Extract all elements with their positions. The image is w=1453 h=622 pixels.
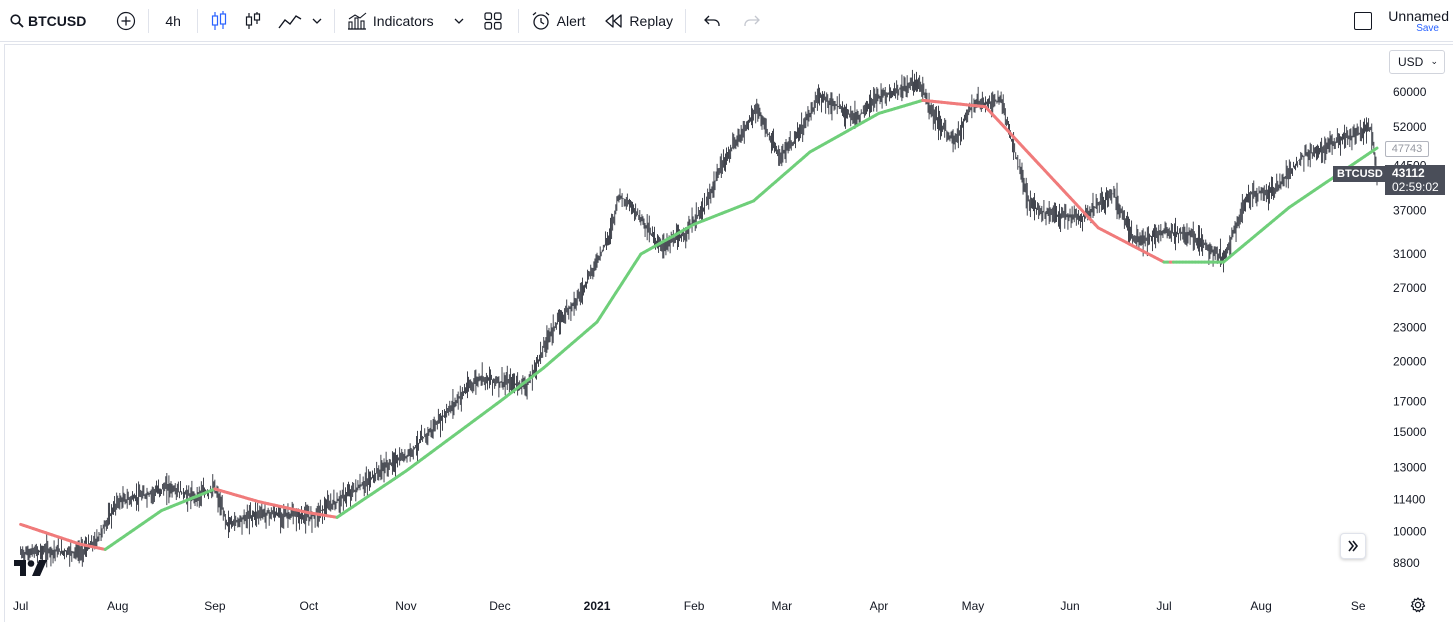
- layout-name-area: Unnamed Save: [1354, 0, 1453, 42]
- interval-label: 4h: [165, 12, 181, 29]
- price-axis-label: 11400: [1393, 492, 1426, 506]
- time-axis-label: Oct: [300, 599, 319, 613]
- layout-name-label: Unnamed: [1388, 7, 1449, 24]
- time-axis-label: Jul: [1156, 599, 1171, 613]
- time-axis-label: Jun: [1060, 599, 1079, 613]
- toolbar-divider: [517, 8, 519, 33]
- time-axis-label: Sep: [204, 599, 226, 613]
- toolbar-divider: [196, 8, 198, 33]
- templates-button[interactable]: [472, 0, 514, 42]
- price-axis-label: 15000: [1393, 425, 1427, 439]
- price-axis-label: 60000: [1393, 85, 1427, 99]
- time-axis-label: Feb: [684, 599, 705, 613]
- scroll-to-realtime-button[interactable]: [1340, 533, 1366, 559]
- interval-button[interactable]: 4h: [153, 0, 193, 42]
- bars-icon: [245, 11, 261, 29]
- time-axis-label: 2021: [584, 599, 611, 613]
- fullscreen-checkbox[interactable]: [1354, 12, 1373, 30]
- line-chart-icon: [278, 14, 302, 28]
- chevron-down-icon: [312, 18, 322, 24]
- time-axis-label: Se: [1351, 599, 1366, 613]
- grid-icon: [484, 11, 502, 30]
- ma-value-label: 47743: [1385, 141, 1429, 157]
- time-axis-label: Aug: [107, 599, 128, 613]
- price-axis-label: 20000: [1393, 355, 1427, 369]
- undo-button[interactable]: [690, 0, 734, 42]
- alert-button[interactable]: Alert: [523, 0, 594, 42]
- currency-label: USD: [1398, 55, 1424, 69]
- price-axis-label: 23000: [1393, 320, 1427, 334]
- time-axis-label: Dec: [489, 599, 510, 613]
- time-axis-label: Aug: [1250, 599, 1271, 613]
- redo-icon: [744, 15, 760, 26]
- symbol-label: BTCUSD: [28, 12, 87, 29]
- chevron-down-icon: [454, 18, 464, 24]
- gear-icon[interactable]: [1410, 597, 1426, 613]
- time-axis-label: Nov: [395, 599, 416, 613]
- price-axis-label: 17000: [1393, 394, 1427, 408]
- indicators-button[interactable]: Indicators: [339, 0, 472, 42]
- last-price-tag: 43112 02:59:02: [1385, 165, 1445, 195]
- bars-chart-type-button[interactable]: [236, 0, 270, 42]
- toolbar-divider: [333, 8, 335, 33]
- price-axis-label: 31000: [1393, 247, 1427, 261]
- undo-icon: [704, 15, 720, 26]
- price-axis-label: 37000: [1393, 204, 1427, 218]
- last-price: 43112: [1392, 166, 1425, 180]
- search-icon: [10, 13, 24, 28]
- price-chart[interactable]: 6000052000445003700031000270002300020000…: [5, 45, 1453, 622]
- redo-button[interactable]: [734, 0, 770, 42]
- chevron-down-icon: ⌄: [1430, 56, 1438, 66]
- compare-symbol-button[interactable]: [108, 0, 144, 42]
- plus-circle-icon: [117, 11, 136, 30]
- time-axis-label: Apr: [870, 599, 889, 613]
- top-toolbar: BTCUSD 4h Indicators Alert Replay: [0, 0, 1453, 42]
- bar-countdown: 02:59:02: [1392, 180, 1439, 194]
- time-axis-label: May: [962, 599, 985, 613]
- price-axis-label: 8800: [1393, 556, 1420, 570]
- replay-label: Replay: [629, 12, 674, 29]
- tradingview-logo[interactable]: [14, 560, 48, 576]
- layout-name-button[interactable]: Unnamed Save: [1388, 7, 1453, 34]
- price-axis-label: 13000: [1393, 460, 1427, 474]
- double-chevron-right-icon: [1348, 540, 1359, 552]
- alert-label: Alert: [556, 12, 586, 29]
- price-axis-label: 27000: [1393, 281, 1427, 295]
- alarm-clock-icon: [532, 11, 550, 30]
- currency-select[interactable]: USD ⌄: [1389, 50, 1445, 74]
- chart-pane[interactable]: 6000052000445003700031000270002300020000…: [4, 44, 1453, 622]
- price-axis-label: 10000: [1393, 525, 1427, 539]
- candles-icon: [211, 10, 227, 30]
- time-axis-label: Mar: [772, 599, 793, 613]
- indicators-label: Indicators: [372, 12, 434, 29]
- line-chart-type-button[interactable]: [270, 0, 330, 42]
- candles-chart-type-button[interactable]: [202, 0, 236, 42]
- price-axis-label: 52000: [1393, 120, 1427, 134]
- toolbar-divider: [148, 8, 150, 33]
- symbol-price-tag: BTCUSD: [1333, 166, 1387, 182]
- toolbar-divider: [685, 8, 687, 33]
- indicators-icon: [347, 12, 367, 30]
- symbol-search-button[interactable]: BTCUSD: [0, 0, 94, 42]
- save-link[interactable]: Save: [1416, 22, 1439, 34]
- rewind-icon: [605, 13, 623, 28]
- time-axis-label: Jul: [13, 599, 28, 613]
- replay-button[interactable]: Replay: [593, 0, 681, 42]
- ma-segment-up: [1372, 146, 1379, 152]
